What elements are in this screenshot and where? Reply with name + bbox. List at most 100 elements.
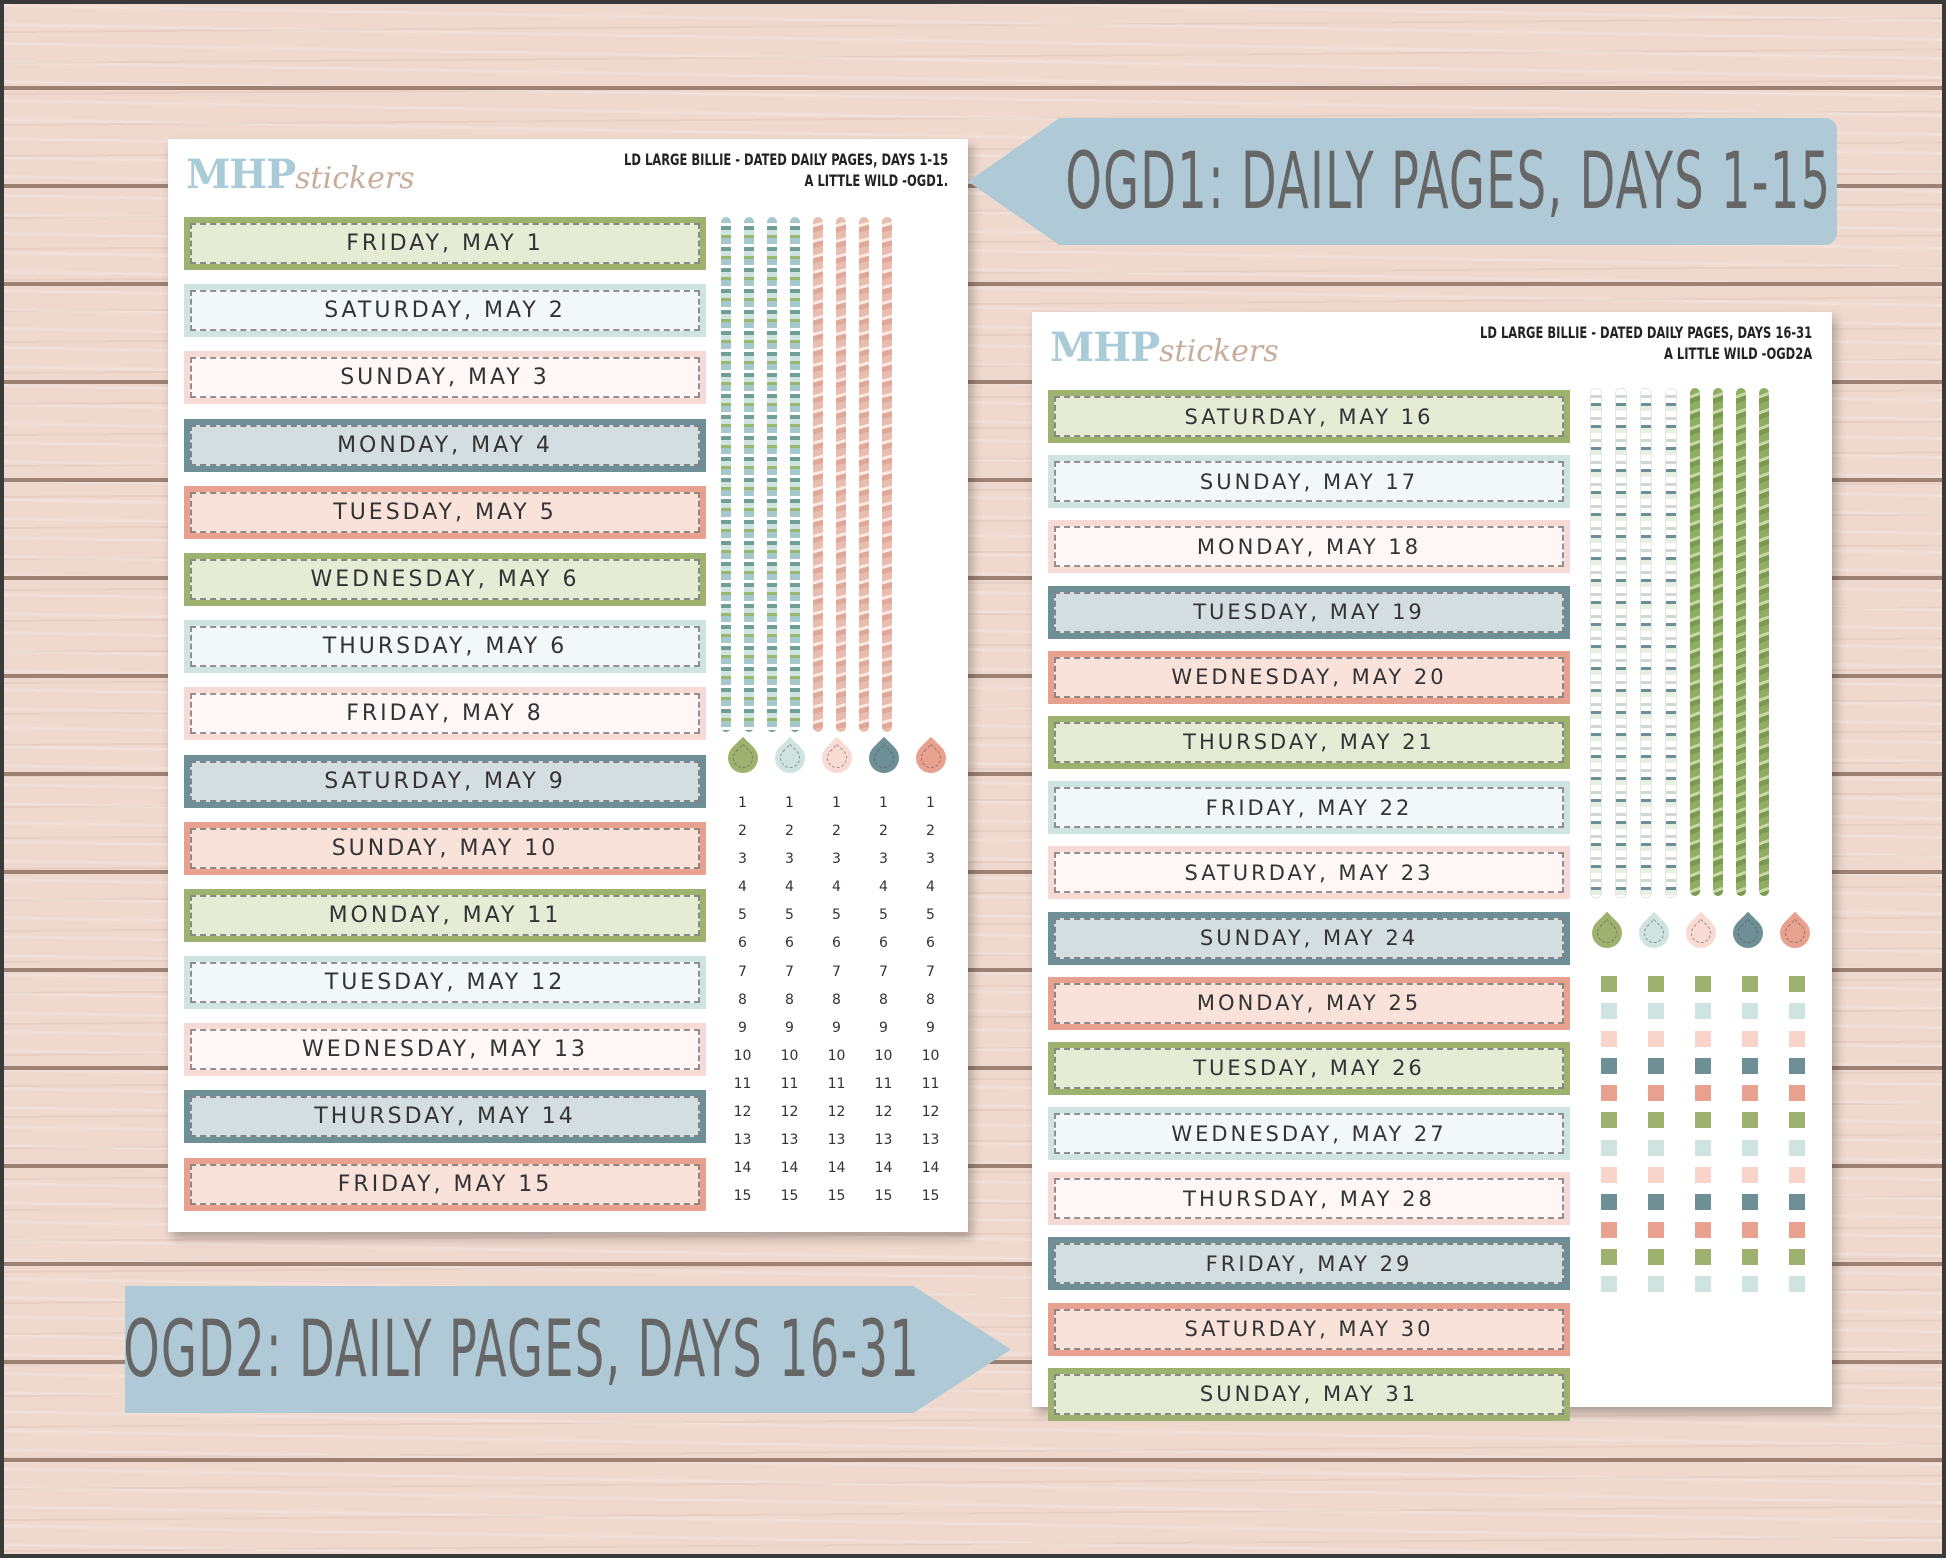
day-number: 13 [733,1132,752,1149]
blush-strip [882,217,892,732]
checkbox-square [1694,1030,1711,1047]
checkbox-square [1647,1167,1664,1184]
checkbox-square [1741,976,1758,992]
checkbox-square [1694,1057,1711,1074]
date-label: THURSDAY, MAY 28 [1048,1172,1570,1226]
droplet-slate [1726,911,1770,955]
date-label: THURSDAY, MAY 21 [1048,715,1570,769]
date-label-text: SATURDAY, MAY 23 [1054,852,1564,894]
day-number: 3 [785,851,794,868]
day-number: 3 [926,851,935,868]
white-floral-strip [1590,388,1602,898]
green-leaf-strip [1713,388,1723,896]
day-number: 14 [921,1160,940,1177]
droplet-pink [1679,911,1723,955]
checkbox-square [1694,1003,1711,1020]
day-number: 1 [832,795,841,811]
date-label: SUNDAY, MAY 17 [1048,455,1570,509]
checkbox-square [1600,1030,1617,1047]
logo-main: MHP [186,151,296,198]
checkbox-square [1788,1248,1805,1265]
date-label: FRIDAY, MAY 8 [184,687,706,741]
checkbox-square [1600,1248,1617,1265]
day-number: 13 [780,1132,799,1149]
checkbox-square [1600,1085,1617,1102]
checkbox-square [1788,1221,1805,1238]
checkbox-square [1694,976,1711,992]
day-number: 11 [921,1075,940,1092]
day-number: 12 [827,1104,846,1121]
date-labels: SATURDAY, MAY 16 SUNDAY, MAY 17 MONDAY, MA… [1048,390,1570,1433]
date-label: MONDAY, MAY 25 [1048,976,1570,1030]
day-number: 11 [780,1075,799,1092]
checkbox-square [1694,1139,1711,1156]
checkbox-square [1741,1030,1758,1047]
droplet-pink [815,736,859,780]
checkbox-square [1741,1276,1758,1293]
day-number: 9 [832,1019,841,1036]
checkbox-square [1694,1276,1711,1293]
green-leaf-strip [1759,388,1769,896]
green-leaf-strip [1690,388,1700,896]
logo-main: MHP [1050,324,1160,371]
header-line-2: A LITTLE WILD -OGD2A [1663,344,1812,363]
checkbox-square [1694,1248,1711,1265]
day-number: 5 [832,907,841,924]
header-line-1: LD LARGE BILLIE - DATED DAILY PAGES, DAY… [623,150,948,169]
date-label: SATURDAY, MAY 2 [184,284,706,338]
date-label-text: THURSDAY, MAY 14 [190,1096,700,1138]
checkbox-square [1788,1057,1805,1074]
floral-strip [744,217,754,732]
checkbox-square [1600,1221,1617,1238]
day-number: 5 [926,907,935,924]
date-label-text: TUESDAY, MAY 5 [190,491,700,533]
date-label: TUESDAY, MAY 12 [184,956,706,1010]
checkbox-square [1600,976,1617,992]
day-number: 6 [926,935,935,952]
checkbox-square [1647,1139,1664,1156]
checkbox-square [1600,1112,1617,1129]
date-label: SUNDAY, MAY 31 [1048,1367,1570,1421]
checkbox-square [1600,1276,1617,1293]
washi-strips [1590,388,1769,898]
day-number: 4 [738,879,747,896]
droplet-green [1585,911,1629,955]
green-leaf-strip [1736,388,1746,896]
droplet-stickers [1585,911,1817,955]
checkbox-square [1741,1221,1758,1238]
day-number: 5 [879,907,888,924]
day-number: 6 [832,935,841,952]
day-number: 8 [832,991,841,1008]
date-labels: FRIDAY, MAY 1 SATURDAY, MAY 2 SUNDAY, MAY … [184,217,706,1225]
date-label: MONDAY, MAY 11 [184,888,706,942]
banner-ogd2: OGD2: DAILY PAGES, DAYS 16-31 [125,1286,1011,1413]
day-number: 9 [785,1019,794,1036]
checkbox-square [1647,1112,1664,1129]
day-number: 7 [832,963,841,980]
checkbox-square [1600,1003,1617,1020]
date-label-text: FRIDAY, MAY 8 [190,693,700,735]
day-number: 11 [874,1075,893,1092]
checkbox-square [1647,1085,1664,1102]
sticker-sheet-ogd1: MHPstickers LD LARGE BILLIE - DATED DAIL… [168,139,968,1232]
droplet-coral [909,736,953,780]
header-line-2: A LITTLE WILD -OGD1. [804,171,948,190]
day-number: 6 [785,935,794,952]
date-label-text: SATURDAY, MAY 2 [190,290,700,332]
date-label: MONDAY, MAY 4 [184,418,706,472]
mhp-stickers-logo: MHPstickers [186,151,415,198]
checkbox-square [1694,1112,1711,1129]
checkbox-square [1741,1194,1758,1211]
day-number: 14 [733,1160,752,1177]
day-number: 13 [827,1132,846,1149]
day-number: 2 [879,823,888,840]
day-number: 5 [738,907,747,924]
date-label: TUESDAY, MAY 5 [184,485,706,539]
date-label: WEDNESDAY, MAY 13 [184,1023,706,1077]
checkbox-square [1647,1030,1664,1047]
logo-sub: stickers [295,161,415,196]
date-label: TUESDAY, MAY 26 [1048,1041,1570,1095]
checkbox-square [1647,976,1664,992]
day-number: 4 [926,879,935,896]
date-label: WEDNESDAY, MAY 20 [1048,650,1570,704]
